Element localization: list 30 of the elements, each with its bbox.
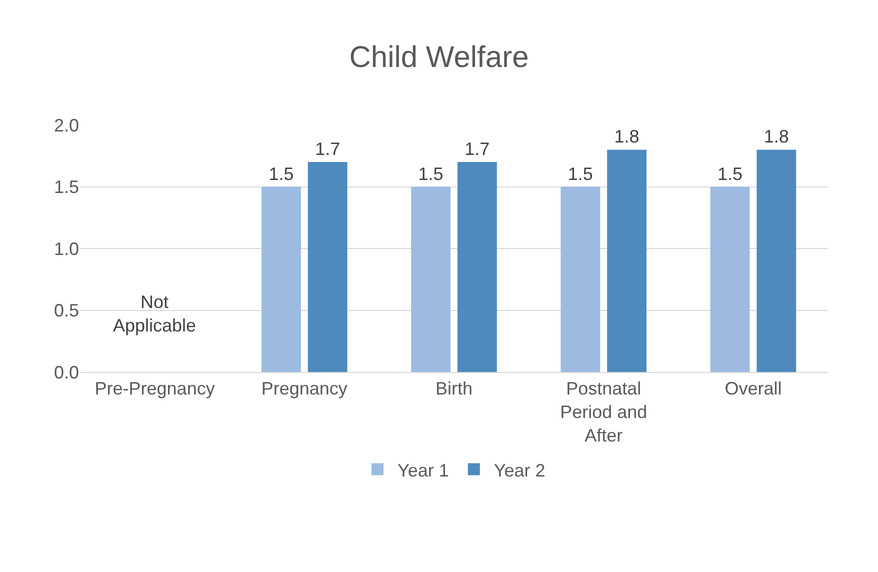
- data-label: 1.5: [568, 164, 593, 184]
- x-tick-label: Overall: [724, 378, 782, 399]
- bar: [560, 186, 600, 372]
- x-tick-label: Birth: [435, 378, 473, 399]
- bar: [457, 162, 497, 372]
- x-tick-label: Pregnancy: [261, 378, 348, 399]
- data-label: 1.7: [315, 139, 340, 160]
- legend-label: Year 2: [494, 460, 546, 480]
- bar: [411, 186, 451, 372]
- bar: [308, 162, 348, 372]
- y-tick-label: 0.5: [54, 300, 79, 321]
- data-label: 1.5: [268, 164, 294, 184]
- bar: [262, 186, 301, 372]
- data-label: 1.5: [717, 164, 743, 184]
- data-label: 1.7: [464, 139, 490, 160]
- data-label: 1.8: [614, 126, 640, 147]
- bar: [710, 186, 750, 372]
- x-tick-label: Pre-Pregnancy: [94, 378, 215, 399]
- y-tick-label: 1.5: [54, 177, 79, 198]
- chart-title: Child Welfare: [349, 40, 529, 74]
- y-tick-label: 1.0: [54, 238, 79, 259]
- data-label: 1.5: [418, 164, 444, 184]
- x-tick-label: Postnatal Period and After: [560, 378, 648, 446]
- annotation: Not Applicable: [113, 292, 196, 336]
- bar: [607, 150, 646, 372]
- bar: [756, 150, 796, 372]
- legend-label: Year 1: [398, 460, 449, 480]
- y-tick-label: 0.0: [54, 362, 79, 382]
- y-tick-label: 2.0: [54, 115, 79, 136]
- data-label: 1.8: [764, 126, 789, 147]
